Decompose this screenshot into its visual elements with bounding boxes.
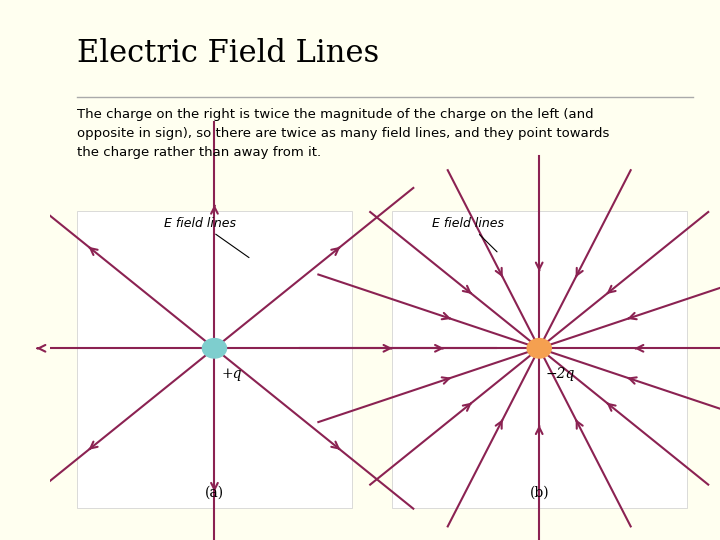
Text: E field lines: E field lines — [432, 217, 504, 252]
Text: +q: +q — [221, 367, 242, 381]
FancyBboxPatch shape — [77, 211, 352, 508]
Text: Electric Field Lines: Electric Field Lines — [77, 38, 379, 69]
FancyBboxPatch shape — [392, 211, 687, 508]
Text: (b): (b) — [529, 485, 549, 500]
Text: E field lines: E field lines — [164, 217, 249, 258]
Circle shape — [202, 339, 227, 358]
Text: (a): (a) — [205, 485, 224, 500]
Circle shape — [527, 339, 552, 358]
Text: −2q: −2q — [546, 367, 575, 381]
Text: The charge on the right is twice the magnitude of the charge on the left (and
op: The charge on the right is twice the mag… — [77, 108, 610, 159]
